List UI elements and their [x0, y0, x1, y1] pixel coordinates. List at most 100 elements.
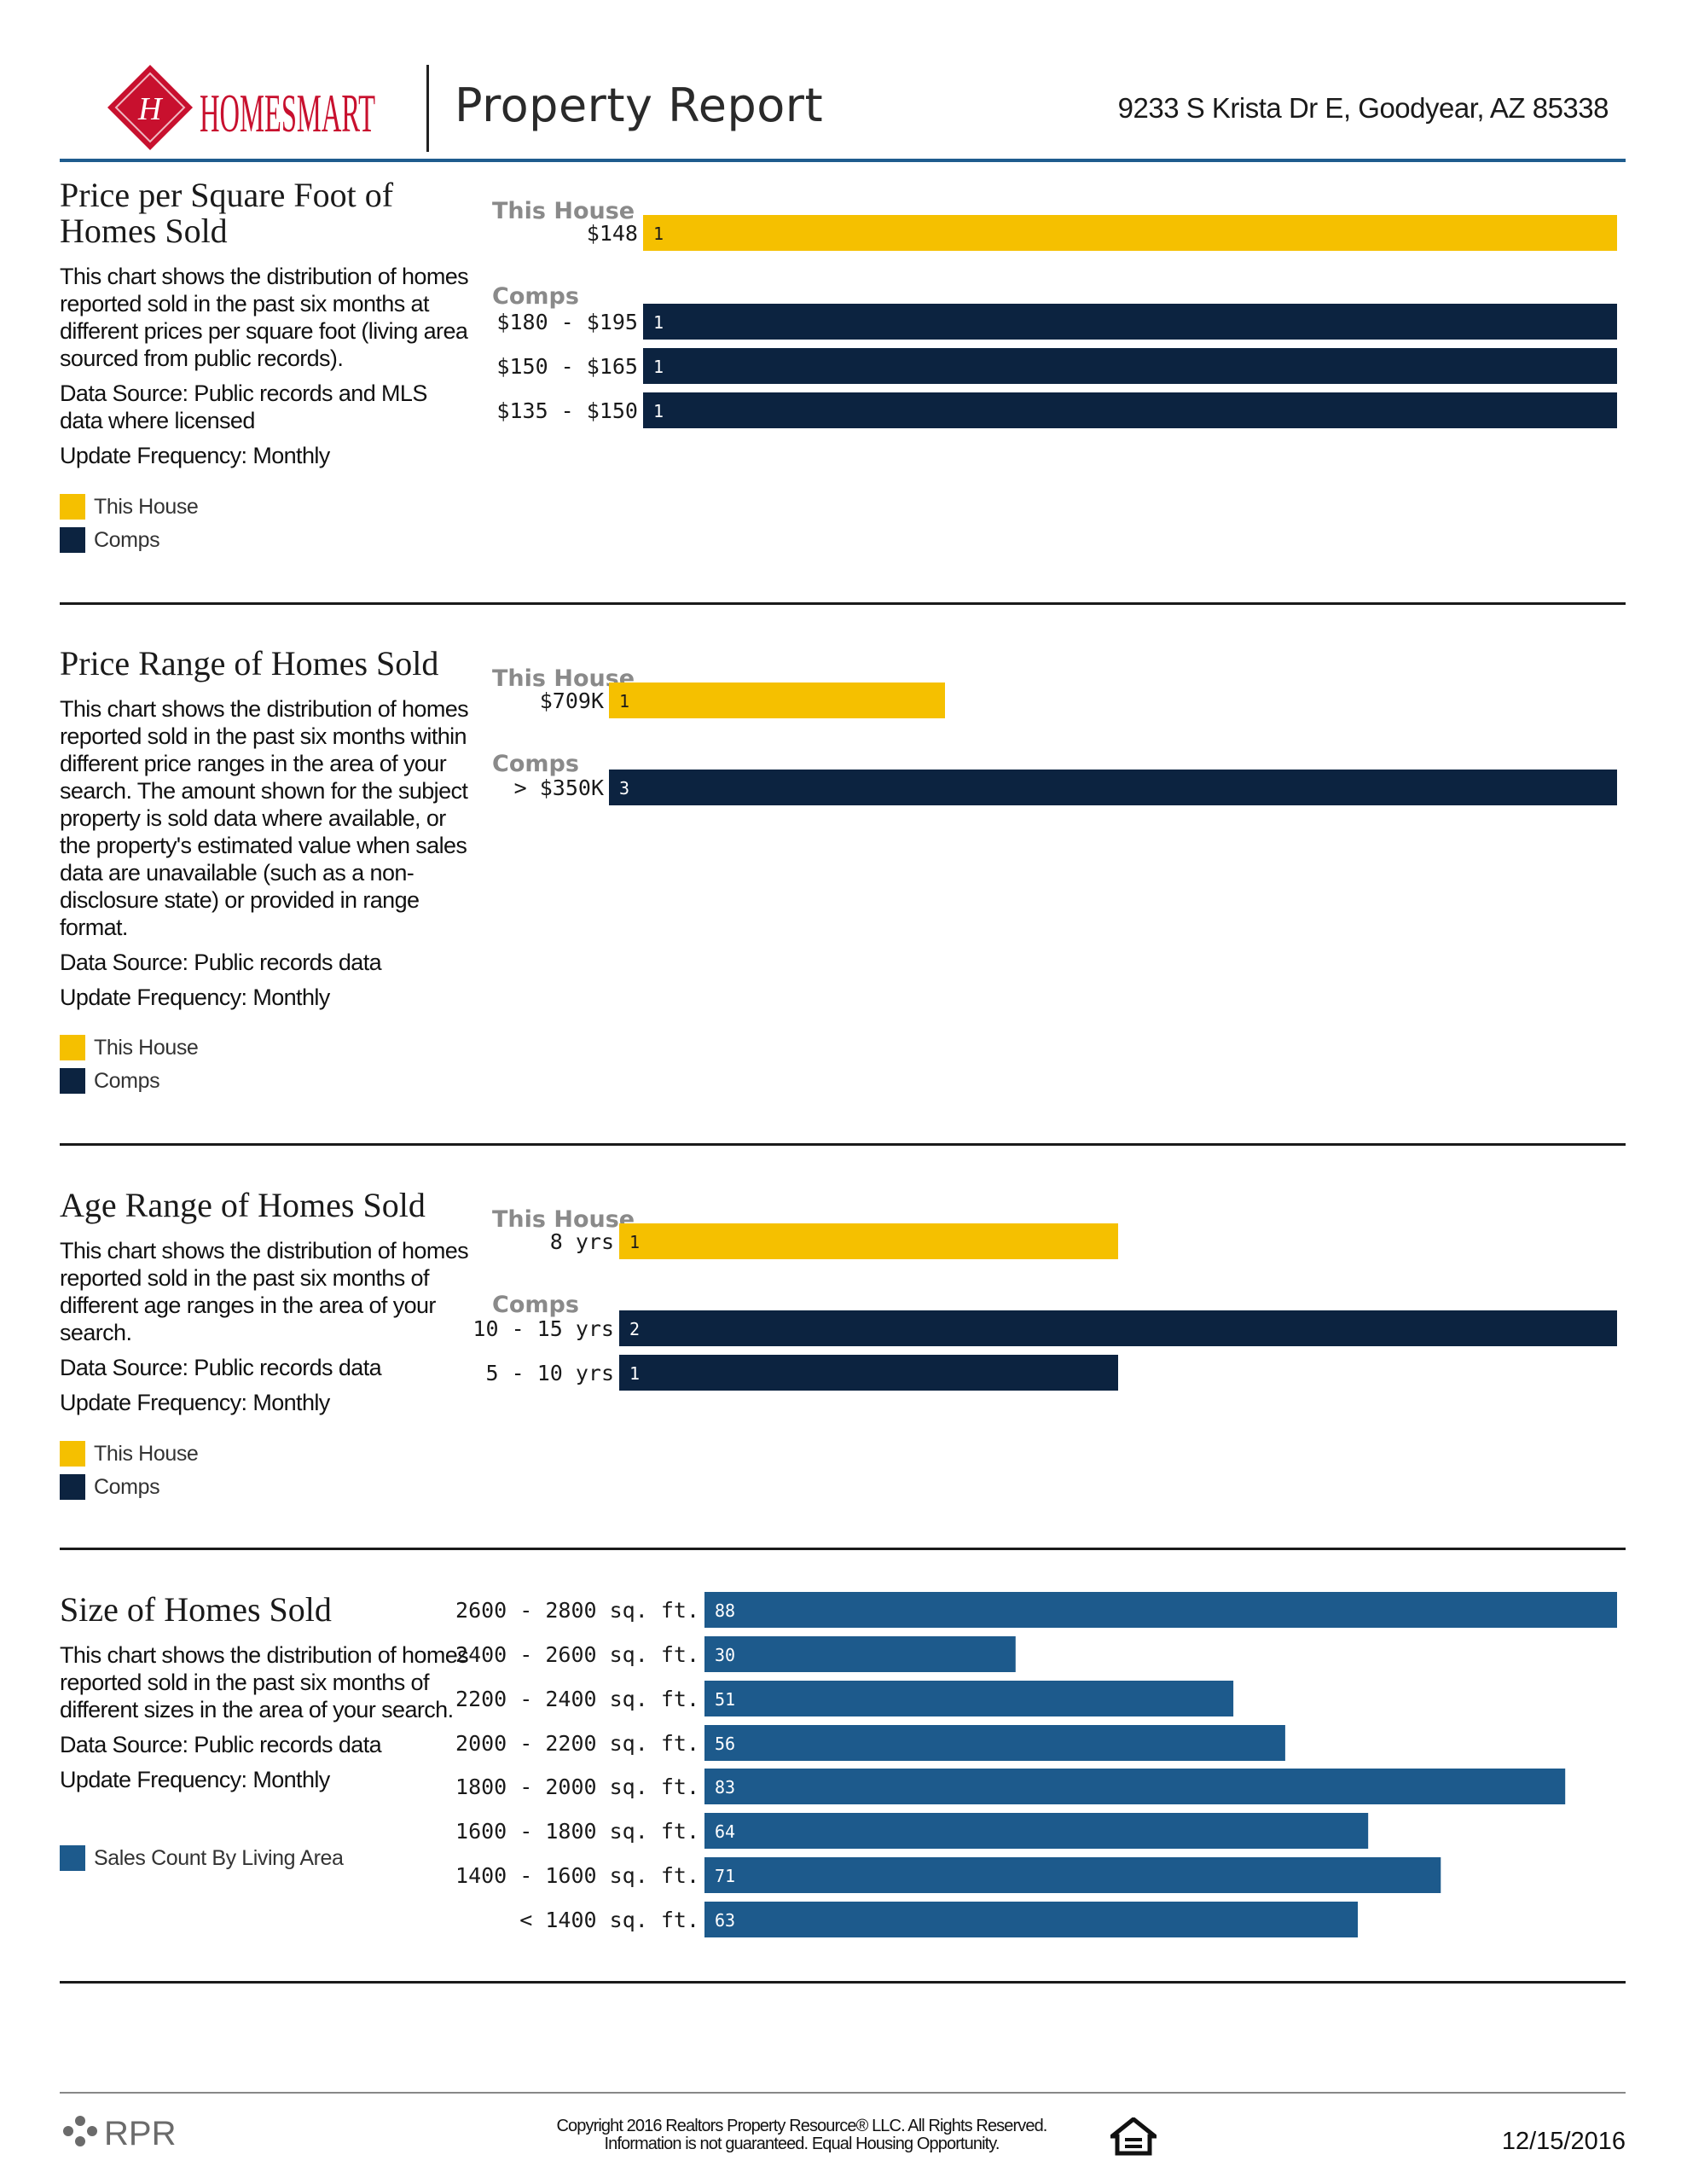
legend-item: Sales Count By Living Area [60, 1844, 344, 1872]
bar [643, 392, 1617, 428]
group-label: Comps [492, 751, 579, 777]
legend-label: This House [94, 1035, 199, 1060]
legend-swatch [60, 1035, 85, 1060]
category-label: $709K [540, 688, 604, 713]
category-label: 10 - 15 yrs [472, 1316, 614, 1341]
group-label: Comps [492, 283, 579, 310]
equal-housing-icon [1110, 2117, 1157, 2156]
value-label: 30 [715, 1645, 735, 1665]
category-label: 2400 - 2600 sq. ft. [455, 1642, 699, 1667]
value-label: 51 [715, 1689, 735, 1710]
category-label: $150 - $165 [496, 354, 638, 379]
legend-swatch [60, 527, 85, 553]
value-label: 56 [715, 1734, 735, 1754]
bar [619, 1310, 1617, 1346]
legend-item: Comps [60, 526, 198, 554]
footer-rule [60, 2092, 1626, 2094]
chart-legend: This House Comps [60, 493, 199, 560]
bar [643, 348, 1617, 384]
legend-item: This House [60, 1034, 199, 1061]
category-label: 2000 - 2200 sq. ft. [455, 1731, 699, 1756]
bar [704, 1681, 1234, 1716]
legend-label: This House [94, 1441, 199, 1466]
value-label: 2 [629, 1319, 640, 1339]
category-label: $148 [587, 221, 638, 246]
header-rule [60, 159, 1626, 162]
value-label: 71 [715, 1866, 735, 1886]
legend-swatch [60, 494, 85, 520]
value-label: 63 [715, 1910, 735, 1931]
legend-swatch [60, 1474, 85, 1500]
bar [704, 1769, 1566, 1804]
section-title-line: Age Range of Homes Sold [60, 1186, 426, 1224]
section-title-line: Size of Homes Sold [60, 1590, 332, 1629]
section-title-line: Price Range of Homes Sold [60, 644, 439, 682]
group-label: Comps [492, 1292, 579, 1318]
category-label: 1600 - 1800 sq. ft. [455, 1819, 699, 1844]
header-divider [426, 65, 429, 152]
section-description: This chart shows the distribution of hom… [60, 695, 469, 1019]
category-label: 5 - 10 yrs [485, 1361, 614, 1385]
value-label: 1 [619, 691, 629, 712]
value-label: 88 [715, 1600, 735, 1621]
update-frequency-text: Update Frequency: Monthly [60, 1390, 330, 1415]
section-title: Size of Homes Sold [60, 1592, 332, 1628]
description-text: This chart shows the distribution of hom… [60, 1238, 469, 1345]
bar [704, 1592, 1617, 1628]
legend-label: Comps [94, 1474, 160, 1499]
chart-legend: This House Comps [60, 1440, 199, 1507]
data-source-text: Data Source: Public records data [60, 1732, 382, 1757]
legend-item: This House [60, 1440, 199, 1467]
value-label: 1 [653, 357, 664, 377]
data-source-text: Data Source: Public records data [60, 1355, 382, 1380]
value-label: 1 [629, 1232, 640, 1252]
section-description: This chart shows the distribution of hom… [60, 263, 469, 477]
group-label: This House [492, 198, 635, 224]
section-description: This chart shows the distribution of hom… [60, 1237, 469, 1424]
bar [619, 1355, 1118, 1391]
copyright-line: Copyright 2016 Realtors Property Resourc… [556, 2117, 1048, 2135]
description-text: This chart shows the distribution of hom… [60, 264, 469, 371]
data-source-text: Data Source: Public records and MLS data… [60, 380, 427, 433]
category-label: < 1400 sq. ft. [519, 1908, 699, 1932]
bar [704, 1725, 1285, 1761]
bar [643, 215, 1617, 251]
legend-item: Comps [60, 1067, 198, 1095]
value-label: 3 [619, 778, 629, 799]
category-label: 8 yrs [550, 1229, 614, 1254]
bar [643, 304, 1617, 340]
section-divider [60, 602, 1626, 605]
data-source-text: Data Source: Public records data [60, 950, 382, 975]
section-title: Price Range of Homes Sold [60, 646, 438, 682]
bar [704, 1902, 1359, 1937]
section-divider [60, 1143, 1626, 1146]
disclaimer-line: Information is not guaranteed. Equal Hou… [604, 2135, 1000, 2153]
update-frequency-text: Update Frequency: Monthly [60, 1767, 330, 1792]
update-frequency-text: Update Frequency: Monthly [60, 443, 330, 468]
section-title: Age Range of Homes Sold [60, 1188, 426, 1223]
category-label: $180 - $195 [496, 310, 638, 334]
property-address: 9233 S Krista Dr E, Goodyear, AZ 85338 [1117, 92, 1609, 124]
category-label: 2200 - 2400 sq. ft. [455, 1687, 699, 1711]
chart-legend: This House Comps [60, 1034, 199, 1101]
section-title: Price per Square Foot of Homes Sold [60, 177, 393, 249]
chart-legend: Sales Count By Living Area [60, 1844, 344, 1878]
legend-swatch [60, 1441, 85, 1467]
category-label: 1800 - 2000 sq. ft. [455, 1774, 699, 1799]
legend-label: Sales Count By Living Area [94, 1845, 344, 1870]
legend-swatch [60, 1068, 85, 1094]
group-label: This House [492, 1206, 635, 1233]
svg-text:H: H [137, 91, 164, 127]
value-label: 1 [629, 1363, 640, 1384]
report-title: Property Report [455, 78, 824, 132]
rpr-text: RPR [104, 2115, 176, 2152]
description-text: This chart shows the distribution of hom… [60, 696, 469, 940]
section-divider [60, 1981, 1626, 1984]
value-label: 83 [715, 1777, 735, 1798]
section-title-line: Price per Square Foot of [60, 176, 394, 214]
rpr-logo: RPR [63, 2115, 176, 2152]
update-frequency-text: Update Frequency: Monthly [60, 985, 330, 1010]
category-label: $135 - $150 [496, 398, 638, 423]
description-text: This chart shows the distribution of hom… [60, 1642, 469, 1722]
